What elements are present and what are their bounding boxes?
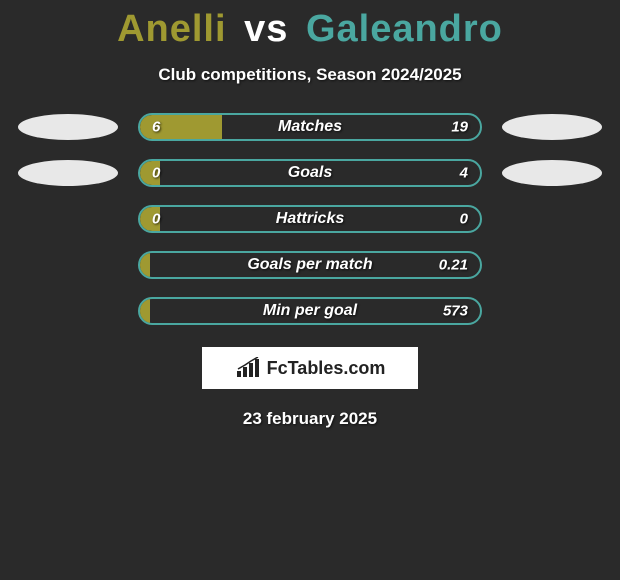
player2-oval (502, 298, 602, 324)
player1-oval (18, 252, 118, 278)
stat-label: Goals per match (247, 256, 372, 274)
stat-right-value: 0 (460, 211, 468, 228)
brand-badge: FcTables.com (202, 347, 418, 389)
date-label: 23 february 2025 (0, 409, 620, 429)
stat-right-value: 19 (451, 119, 468, 136)
stat-bar: Goals per match 0.21 (138, 251, 482, 279)
vs-text: vs (244, 8, 288, 50)
player1-oval (18, 206, 118, 232)
stat-label: Hattricks (276, 210, 344, 228)
stat-bar: 0 Goals 4 (138, 159, 482, 187)
stat-row: Min per goal 573 (0, 297, 620, 325)
stat-rows: 6 Matches 19 0 Goals 4 0 Hattricks 0 Goals per ma… (0, 113, 620, 325)
stat-left-value: 0 (152, 165, 160, 182)
stat-row: Goals per match 0.21 (0, 251, 620, 279)
player2-oval (502, 160, 602, 186)
player2-oval (502, 252, 602, 278)
player1-oval (18, 160, 118, 186)
stat-right-value: 573 (443, 303, 468, 320)
stat-row: 6 Matches 19 (0, 113, 620, 141)
player2-oval (502, 206, 602, 232)
player2-name: Galeandro (306, 8, 503, 50)
stat-row: 0 Goals 4 (0, 159, 620, 187)
stat-right-value: 4 (460, 165, 468, 182)
stat-bar: 0 Hattricks 0 (138, 205, 482, 233)
stat-label: Matches (278, 118, 342, 136)
player2-oval (502, 114, 602, 140)
stat-label: Goals (288, 164, 332, 182)
player1-oval (18, 114, 118, 140)
stat-bar: 6 Matches 19 (138, 113, 482, 141)
chart-icon (235, 357, 261, 379)
stat-bar-fill (140, 299, 150, 323)
stat-bar: Min per goal 573 (138, 297, 482, 325)
subtitle: Club competitions, Season 2024/2025 (0, 65, 620, 85)
player1-name: Anelli (117, 8, 226, 50)
brand-text: FcTables.com (267, 358, 386, 379)
stat-right-value: 0.21 (439, 257, 468, 274)
stat-bar-fill (140, 253, 150, 277)
player1-oval (18, 298, 118, 324)
stat-label: Min per goal (263, 302, 357, 320)
comparison-title: Anelli vs Galeandro (0, 0, 620, 51)
stat-left-value: 0 (152, 211, 160, 228)
stat-left-value: 6 (152, 119, 160, 136)
stat-row: 0 Hattricks 0 (0, 205, 620, 233)
